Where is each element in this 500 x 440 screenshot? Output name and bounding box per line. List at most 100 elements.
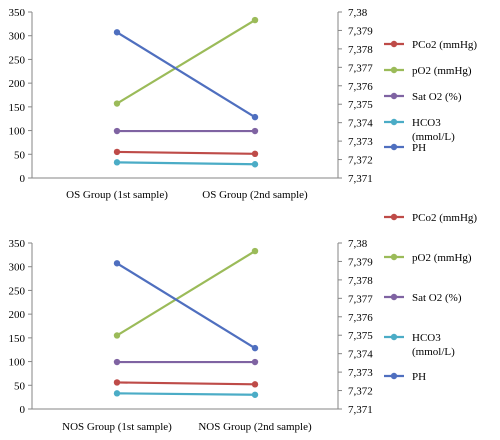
x-category-label: OS Group (1st sample) — [66, 189, 168, 201]
legend-item: PCo2 (mmHg) — [384, 39, 477, 51]
series-line — [116, 262, 256, 350]
legend-swatch-marker — [390, 118, 398, 126]
x-category-label: OS Group (2nd sample) — [202, 189, 308, 201]
series-line — [116, 392, 256, 396]
y-tick-label: 350 — [9, 7, 26, 19]
y-tick-label: 50 — [14, 149, 26, 161]
data-point — [251, 358, 259, 366]
y2-tick-label: 7,378 — [348, 275, 373, 287]
y-tick-label: 0 — [20, 173, 26, 185]
y2-tick-label: 7,373 — [348, 367, 373, 379]
data-point — [113, 127, 121, 135]
y2-tick-label: 7,376 — [348, 81, 373, 93]
chart-os-group: 0 50 100 150 200 250 300 350 7,371 7,372 7,373 7,37… — [9, 7, 478, 201]
y2-tick-label: 7,375 — [348, 99, 373, 111]
legend-item: Sat O2 (%) — [384, 91, 462, 103]
legend-item: PCo2 (mmHg) — [384, 212, 477, 224]
data-point — [113, 100, 121, 107]
y-tick-label: 0 — [20, 404, 26, 416]
y-tick-label: 200 — [9, 309, 26, 321]
series-line — [116, 150, 256, 155]
legend-item: PH — [384, 142, 426, 154]
legend-swatch-marker — [390, 92, 398, 100]
legend-swatch-marker — [390, 372, 398, 380]
series-line — [116, 381, 256, 386]
data-point — [251, 127, 259, 135]
legend-item: PH — [384, 371, 426, 383]
y2-tick-label: 7,371 — [348, 173, 373, 185]
x-category-label: NOS Group (2nd sample) — [198, 421, 312, 433]
legend-item: HCO3 (mmol/L) — [384, 117, 455, 143]
data-point — [251, 16, 259, 24]
chart-nos-group: 0 50 100 150 200 250 300 350 7,371 7,372 7,373 7,37… — [9, 212, 478, 433]
y-tick-label: 150 — [9, 102, 26, 114]
series-line — [116, 161, 256, 166]
legend-swatch-marker — [390, 213, 398, 221]
data-point — [251, 391, 259, 398]
data-point — [251, 113, 259, 121]
legend-label: PH — [412, 371, 426, 383]
y-tick-label: 200 — [9, 78, 26, 90]
legend-item: pO2 (mmHg) — [384, 252, 472, 264]
data-point — [251, 247, 259, 255]
legend-label: PCo2 (mmHg) — [412, 212, 477, 224]
legend-label: HCO3 (mmol/L) — [412, 332, 455, 358]
data-point — [251, 344, 259, 352]
x-category-label: NOS Group (1st sample) — [62, 421, 172, 433]
data-point — [113, 29, 121, 36]
legend-label: PCo2 (mmHg) — [412, 39, 477, 51]
legend-label: Sat O2 (%) — [412, 91, 462, 103]
data-point — [113, 358, 121, 366]
y2-tick-label: 7,379 — [348, 25, 373, 37]
y-tick-label: 350 — [9, 238, 26, 250]
legend-swatch-marker — [390, 333, 398, 341]
y2-tick-label: 7,376 — [348, 312, 373, 324]
legend-swatch-marker — [390, 66, 398, 74]
legend-label: pO2 (mmHg) — [412, 252, 472, 264]
y2-tick-label: 7,374 — [348, 349, 373, 361]
series-line — [116, 250, 256, 337]
y-tick-label: 100 — [9, 126, 26, 138]
y-tick-label: 50 — [14, 380, 26, 392]
legend-swatch-marker — [390, 293, 398, 301]
y-tick-label: 250 — [9, 54, 26, 66]
legend-item: pO2 (mmHg) — [384, 65, 472, 77]
legend-swatch-marker — [390, 143, 398, 151]
legend-label: HCO3 (mmol/L) — [412, 117, 455, 143]
y2-tick-label: 7,372 — [348, 386, 373, 398]
y-tick-label: 250 — [9, 285, 26, 297]
y2-tick-label: 7,372 — [348, 155, 373, 167]
y2-tick-label: 7,377 — [348, 293, 373, 305]
y-tick-label: 300 — [9, 31, 26, 43]
data-point — [251, 381, 259, 388]
legend-label: pO2 (mmHg) — [412, 65, 472, 77]
data-point — [251, 161, 259, 168]
data-point — [113, 148, 121, 156]
data-point — [251, 150, 259, 158]
y-tick-label: 300 — [9, 262, 26, 274]
y2-tick-label: 7,374 — [348, 118, 373, 130]
data-point — [113, 159, 121, 166]
y2-tick-label: 7,38 — [348, 238, 368, 250]
legend-swatch-marker — [390, 40, 398, 48]
legend-label: PH — [412, 142, 426, 154]
data-point — [113, 332, 121, 339]
legend-swatch-marker — [390, 253, 398, 261]
y-tick-label: 150 — [9, 333, 26, 345]
data-point — [113, 260, 121, 267]
y2-tick-label: 7,378 — [348, 44, 373, 56]
series-line — [116, 19, 256, 105]
y2-tick-label: 7,375 — [348, 330, 373, 342]
series-line — [116, 31, 256, 119]
data-point — [113, 390, 121, 397]
y-tick-label: 100 — [9, 357, 26, 369]
y2-tick-label: 7,371 — [348, 404, 373, 416]
legend-item: Sat O2 (%) — [384, 292, 462, 304]
data-point — [113, 379, 121, 386]
legend-label: Sat O2 (%) — [412, 292, 462, 304]
legend-item: HCO3 (mmol/L) — [384, 332, 455, 358]
y2-tick-label: 7,379 — [348, 256, 373, 268]
y2-tick-label: 7,373 — [348, 136, 373, 148]
y2-tick-label: 7,38 — [348, 7, 368, 19]
